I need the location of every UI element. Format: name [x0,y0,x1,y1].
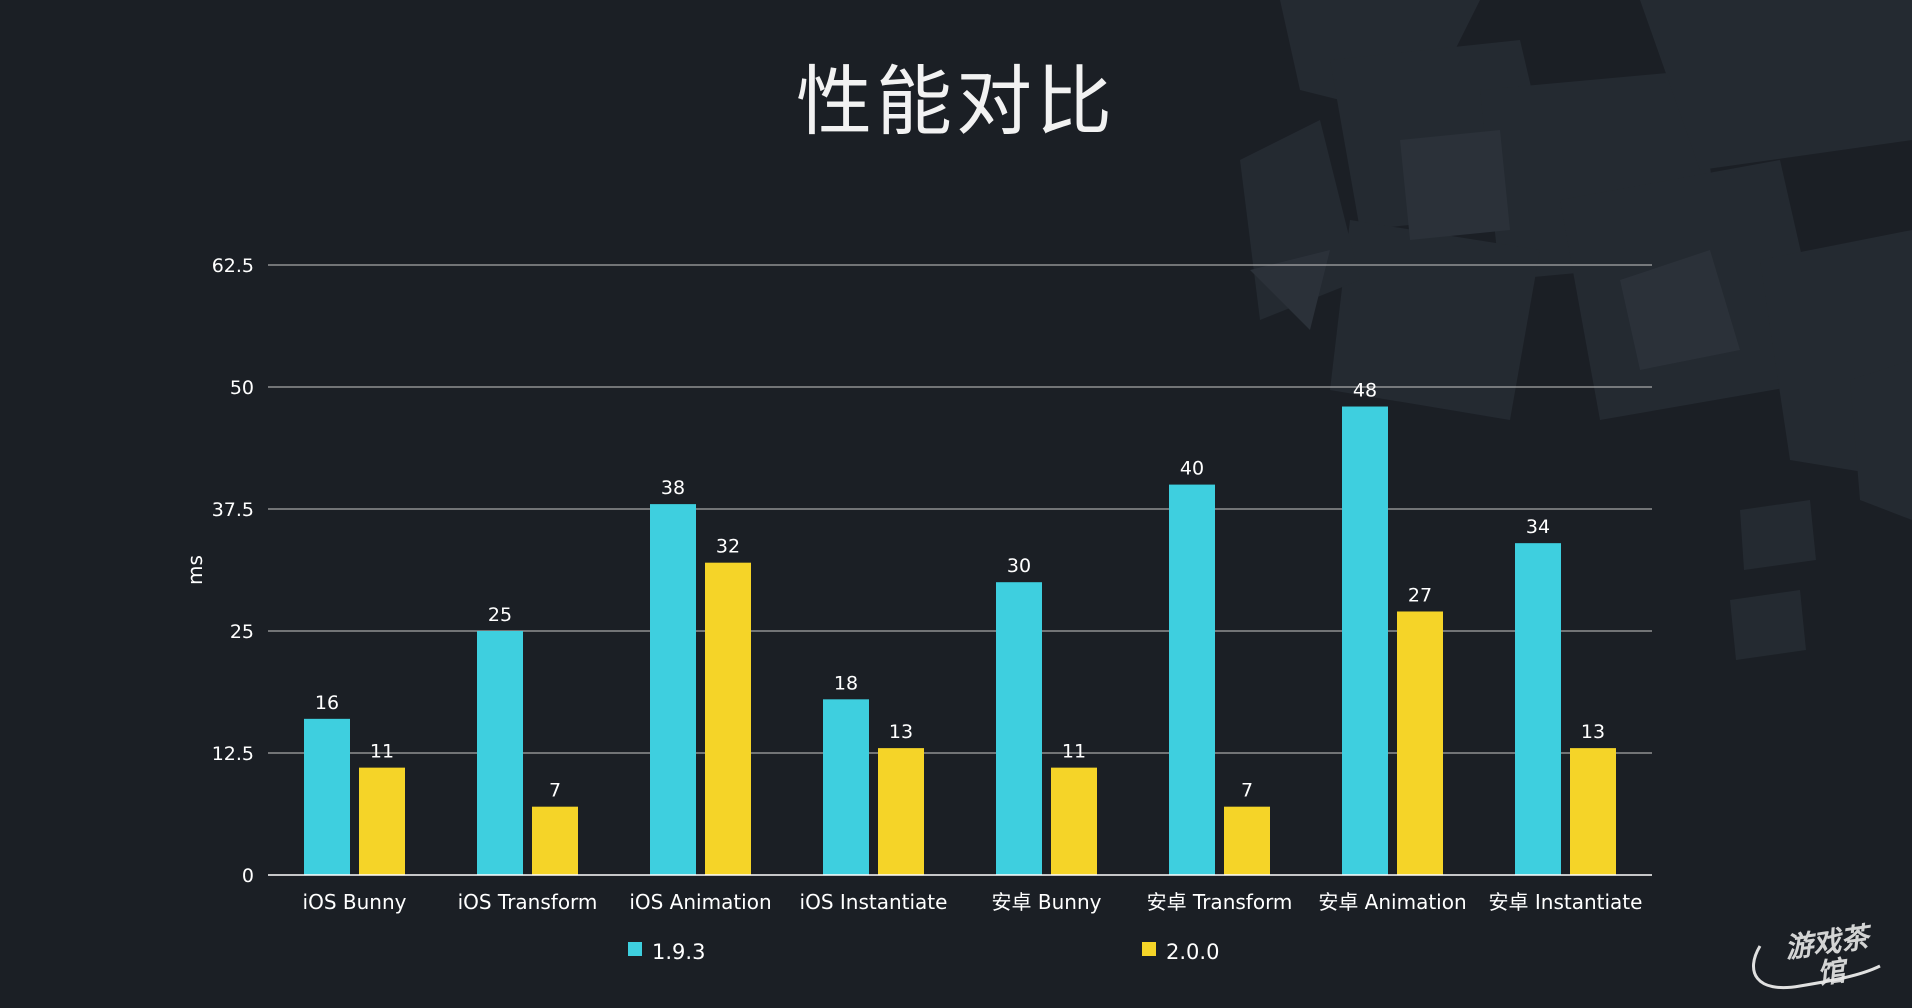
data-label: 40 [1180,458,1204,480]
y-tick-label: 50 [230,377,254,399]
legend: 1.9.3 2.0.0 [628,940,1219,964]
bar-series-1 [996,582,1042,875]
x-tick-label: 安卓 Instantiate [1489,890,1643,914]
legend-label-1: 1.9.3 [652,940,705,964]
data-label: 7 [549,780,561,802]
watermark-logo [1752,945,1881,989]
legend-swatch-2 [1142,942,1156,956]
y-axis-ticks: 0 12.5 25 37.5 50 62.5 [212,255,254,887]
y-tick-label: 0 [242,865,254,887]
data-label: 16 [315,692,339,714]
data-label: 18 [834,672,858,694]
y-tick-label: 25 [230,621,254,643]
bar-series-1 [1169,484,1215,875]
bars [304,406,1616,875]
data-label: 38 [661,477,685,499]
data-label: 30 [1007,555,1031,577]
bar-series-2 [1570,748,1616,875]
x-tick-label: 安卓 Bunny [992,890,1102,914]
data-label: 11 [1062,741,1086,763]
x-tick-label: 安卓 Transform [1147,890,1293,914]
bar-series-2 [1224,806,1270,875]
data-label: 32 [716,536,740,558]
bar-series-1 [304,718,350,875]
grid-lines [268,264,1652,754]
x-tick-label: 安卓 Animation [1318,890,1466,914]
x-tick-label: iOS Animation [629,890,771,914]
bar-series-2 [532,806,578,875]
y-tick-label: 37.5 [212,499,254,521]
slide-title: 性能对比 [796,57,1116,146]
y-axis-label: ms [183,555,207,585]
data-label: 25 [488,604,512,626]
bar-series-2 [1051,767,1097,875]
x-tick-label: iOS Transform [458,890,598,914]
data-label: 7 [1241,780,1253,802]
bar-series-2 [878,748,924,875]
data-label: 34 [1526,516,1550,538]
bar-series-1 [477,631,523,875]
bar-series-2 [1397,611,1443,875]
bar-series-1 [823,699,869,875]
data-label: 48 [1353,380,1377,402]
y-tick-label: 12.5 [212,743,254,765]
x-axis-ticks: iOS Bunny iOS Transform iOS Animation iOS I… [303,890,1643,914]
legend-label-2: 2.0.0 [1166,940,1219,964]
x-tick-label: iOS Bunny [303,890,407,914]
data-label: 13 [1581,721,1605,743]
data-labels: 16 11 25 7 38 32 18 13 30 11 40 7 48 27 34 13 [315,380,1605,802]
bar-series-1 [1515,543,1561,875]
legend-swatch-1 [628,942,642,956]
watermark-text: 游戏茶馆 [1782,920,1871,991]
y-tick-label: 62.5 [212,255,254,277]
bar-series-2 [705,562,751,875]
data-label: 11 [370,741,394,763]
data-label: 13 [889,721,913,743]
bar-series-2 [359,767,405,875]
bar-series-1 [650,504,696,875]
x-tick-label: iOS Instantiate [800,890,948,914]
data-label: 27 [1408,584,1432,606]
bar-series-1 [1342,406,1388,875]
